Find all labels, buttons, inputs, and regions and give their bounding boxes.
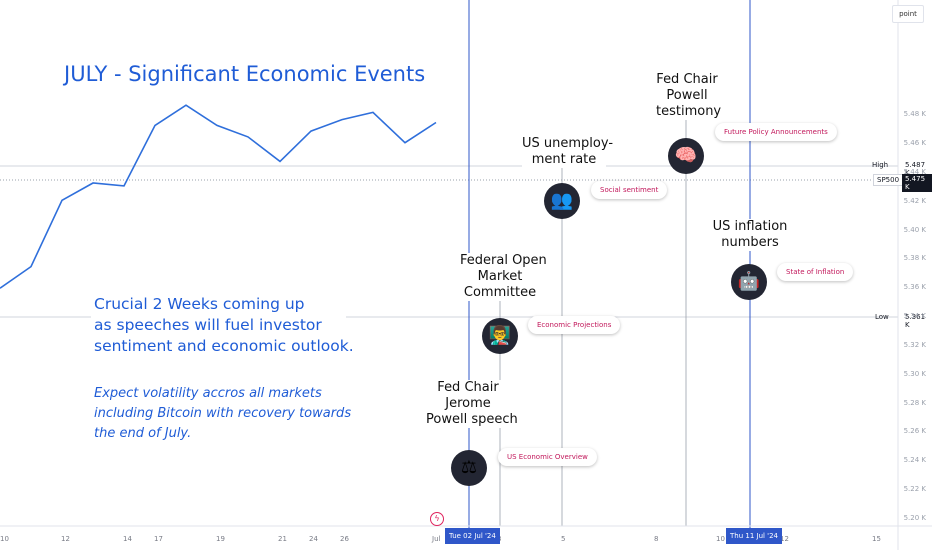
price-series-line (0, 104, 437, 289)
y-tick-label: 5.32 K (903, 340, 926, 349)
x-tick-label: 15 (872, 535, 881, 543)
date-highlight: Thu 11 Jul '24 (726, 528, 783, 544)
x-tick-label: 17 (154, 535, 163, 543)
symbol-badge: SP500 (873, 174, 904, 186)
presenter-icon[interactable]: 👨‍🏫 (482, 318, 518, 354)
scale-mode-button[interactable]: point (892, 5, 924, 23)
low-value: 5.361 K (905, 313, 926, 329)
x-tick-label: 5 (561, 535, 566, 543)
x-tick-label: 14 (123, 535, 132, 543)
x-tick-label: 26 (340, 535, 349, 543)
x-tick-label: Jul (432, 535, 441, 543)
y-tick-label: 5.34 K (903, 312, 926, 321)
event-label: Fed Chair Powell testimony (656, 72, 722, 120)
y-tick-label: 5.30 K (903, 369, 926, 378)
event-label: Federal Open Market Committee (460, 253, 547, 301)
y-tick-label: 5.42 K (903, 196, 926, 205)
y-tick-label: 5.26 K (903, 427, 926, 436)
expect-note: Expect volatility accros all markets inc… (91, 382, 352, 441)
x-tick-label: 24 (309, 535, 318, 543)
expect-note-line: Expect volatility accros all markets (94, 386, 322, 401)
y-tick-label: 5.44 K (903, 167, 926, 176)
date-highlight: Tue 02 Jul '24 (445, 528, 500, 544)
event-tag[interactable]: US Economic Overview (498, 448, 597, 466)
people-icon[interactable]: 👥 (544, 183, 580, 219)
y-tick-label: 5.46 K (903, 139, 926, 148)
y-tick-label: 5.28 K (903, 398, 926, 407)
y-tick-label: 5.40 K (903, 225, 926, 234)
x-tick-label: 19 (216, 535, 225, 543)
expect-note-line: the end of July. (94, 426, 192, 441)
x-tick-label: 8 (654, 535, 659, 543)
crucial-note-line: Crucial 2 Weeks coming up (94, 295, 305, 313)
y-tick-label: 5.22 K (903, 484, 926, 493)
high-value: 5.487 K (905, 161, 926, 177)
event-label: US unemploy- ment rate (522, 136, 614, 168)
x-tick-label: 12 (61, 535, 70, 543)
flash-icon[interactable]: ϟ (430, 512, 444, 526)
low-label: Low (875, 313, 889, 321)
y-tick-label: 5.20 K (903, 513, 926, 522)
y-tick-label: 5.24 K (903, 456, 926, 465)
robot-icon[interactable]: 🤖 (731, 264, 767, 300)
x-tick-label: 21 (278, 535, 287, 543)
brain-icon[interactable]: 🧠 (668, 138, 704, 174)
event-tag[interactable]: Future Policy Announcements (715, 123, 837, 141)
event-label: Fed Chair Jerome Powell speech (426, 380, 518, 428)
high-label: High (872, 161, 889, 169)
crucial-note-line: as speeches will fuel investor (94, 316, 322, 334)
expect-note-line: including Bitcoin with recovery towards (94, 406, 352, 421)
crucial-note: Crucial 2 Weeks coming up as speeches wi… (91, 293, 354, 359)
x-tick-label: 12 (780, 535, 789, 543)
event-tag[interactable]: State of Inflation (777, 263, 854, 281)
chart-title: JULY - Significant Economic Events (64, 62, 426, 86)
event-label: US inflation numbers (710, 219, 790, 251)
y-tick-label: 5.48 K (903, 110, 926, 119)
scales-icon[interactable]: ⚖ (451, 450, 487, 486)
event-tag[interactable]: Economic Projections (528, 316, 621, 334)
x-tick-label: 10 (0, 535, 9, 543)
last-price-value: 5.475 K (902, 174, 932, 192)
title-box: JULY - Significant Economic Events (58, 60, 440, 96)
x-tick-label: 10 (716, 535, 725, 543)
crucial-note-line: sentiment and economic outlook. (94, 337, 354, 355)
y-tick-label: 5.36 K (903, 283, 926, 292)
y-tick-label: 5.38 K (903, 254, 926, 263)
event-tag[interactable]: Social sentiment (591, 181, 668, 199)
